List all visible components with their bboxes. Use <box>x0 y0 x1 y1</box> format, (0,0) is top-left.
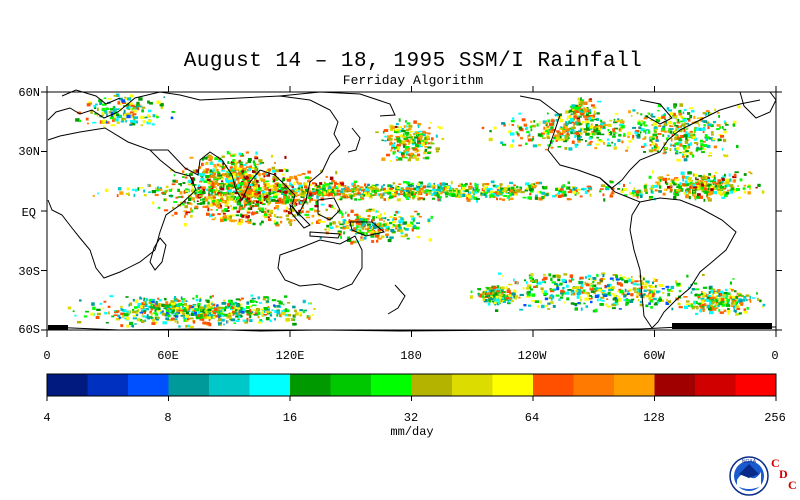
coastline-australia <box>277 235 363 291</box>
colorbar-swatch <box>290 374 331 396</box>
colorbar-tick-128: 128 <box>643 411 665 425</box>
coastline-sumatra <box>289 203 311 229</box>
coastline-siberia <box>279 91 396 117</box>
coastline-central-america <box>599 177 641 203</box>
rainfall-field <box>48 93 772 330</box>
lon-label-0-left: 0 <box>43 349 51 363</box>
colorbar-swatch <box>735 374 777 396</box>
colorbar-swatch <box>209 374 250 396</box>
coastline-borneo <box>317 197 341 221</box>
colorbar-units: mm/day <box>390 425 434 439</box>
colorbar-swatch <box>249 374 291 396</box>
lon-label-120e: 120E <box>275 349 305 363</box>
colorbar-swatch <box>47 374 88 396</box>
colorbar-swatch <box>614 374 655 396</box>
colorbar-swatch <box>452 374 493 396</box>
colorbar-swatch <box>695 374 736 396</box>
coastline-new-guinea <box>349 221 386 237</box>
axis-ticks <box>41 86 782 337</box>
coastline-madagascar <box>149 237 167 271</box>
colorbar-swatch <box>654 374 696 396</box>
cdc-letter-c1: C <box>771 456 780 470</box>
lon-label-180: 180 <box>400 349 422 363</box>
colorbar-swatch <box>87 374 129 396</box>
colorbar-tick-256: 256 <box>764 411 786 425</box>
colorbar-tick-16: 16 <box>282 411 298 425</box>
lon-label-120w: 120W <box>517 349 547 363</box>
coastline-east-asia <box>199 95 341 146</box>
lon-label-60w: 60W <box>643 349 665 363</box>
colorbar-swatch <box>330 374 372 396</box>
colorbar-tick-32: 32 <box>403 411 419 425</box>
colorbar-swatch <box>533 374 574 396</box>
colorbar-swatch <box>492 374 534 396</box>
coastline-europe <box>47 91 201 121</box>
colorbar-swatch <box>371 374 412 396</box>
coastline-arabia <box>150 149 261 202</box>
colorbar-swatch <box>573 374 615 396</box>
coastline-north-america <box>519 95 761 189</box>
coastline-hudson-bay <box>639 99 673 125</box>
coastline-new-zealand <box>387 284 406 315</box>
coastline-africa <box>47 127 197 279</box>
colorbar-tick-64: 64 <box>524 411 540 425</box>
colorbar <box>46 373 777 401</box>
noaa-logo-text: NOAA <box>742 459 757 465</box>
colorbar-swatch <box>128 374 169 396</box>
lon-label-60e: 60E <box>157 349 179 363</box>
colorbar-swatch <box>411 374 453 396</box>
lat-label-eq: EQ <box>21 206 36 220</box>
coastline-japan <box>347 127 361 153</box>
colorbar-swatch <box>168 374 210 396</box>
colorbar-tick-8: 8 <box>164 411 172 425</box>
cdc-letter-d: D <box>779 467 788 481</box>
coastline-java <box>309 231 341 239</box>
lat-label-60s: 60S <box>18 323 40 337</box>
map-subtitle: Ferriday Algorithm <box>342 73 484 88</box>
coastline-south-america <box>629 197 737 329</box>
coastline-greenland <box>739 91 777 119</box>
lat-label-60n: 60N <box>18 86 40 100</box>
coastline-se-asia <box>259 144 341 217</box>
lat-label-30s: 30S <box>18 265 40 279</box>
noaa-logo: NOAA <box>729 456 769 496</box>
lon-label-0-right: 0 <box>771 349 779 363</box>
colorbar-tick-4: 4 <box>43 411 51 425</box>
cdc-letter-c2: C <box>788 478 797 492</box>
map-title: August 14 – 18, 1995 SSM/I Rainfall <box>183 50 643 73</box>
lat-label-30n: 30N <box>18 145 40 159</box>
